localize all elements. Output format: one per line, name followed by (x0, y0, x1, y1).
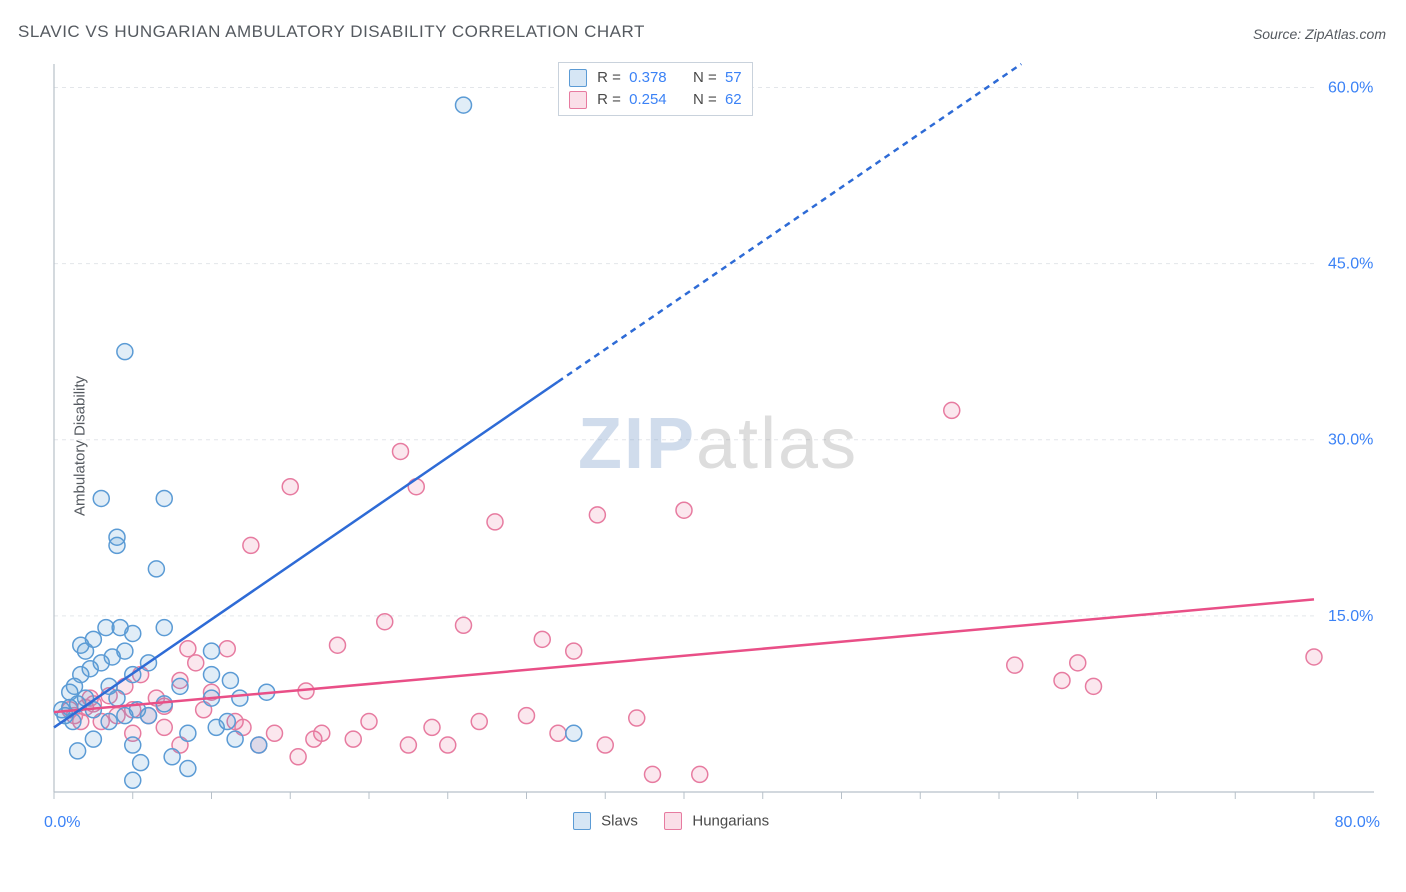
data-point-slavs (164, 749, 180, 765)
data-point-slavs (227, 731, 243, 747)
y-tick-label: 45.0% (1328, 256, 1373, 273)
data-point-hungarians (361, 714, 377, 730)
data-point-hungarians (330, 637, 346, 653)
data-point-slavs (148, 561, 164, 577)
data-point-hungarians (267, 725, 283, 741)
data-point-hungarians (188, 655, 204, 671)
series-legend: Slavs Hungarians (573, 812, 769, 830)
data-point-hungarians (400, 737, 416, 753)
legend-swatch-hungarians (664, 812, 682, 830)
data-point-slavs (204, 667, 220, 683)
data-point-slavs (222, 672, 238, 688)
stats-row-slavs: R = 0.378 N = 57 (569, 67, 742, 89)
chart-title: SLAVIC VS HUNGARIAN AMBULATORY DISABILIT… (18, 22, 645, 42)
trendline-slavs (54, 382, 558, 728)
data-point-hungarians (243, 537, 259, 553)
data-point-slavs (85, 731, 101, 747)
data-point-hungarians (456, 617, 472, 633)
data-point-slavs (101, 714, 117, 730)
data-point-hungarians (692, 766, 708, 782)
data-point-hungarians (282, 479, 298, 495)
stat-r-label: R = (597, 69, 621, 86)
data-point-slavs (180, 725, 196, 741)
data-point-hungarians (645, 766, 661, 782)
data-point-hungarians (290, 749, 306, 765)
data-point-hungarians (519, 708, 535, 724)
y-tick-label: 30.0% (1328, 432, 1373, 449)
data-point-hungarians (440, 737, 456, 753)
data-point-slavs (180, 761, 196, 777)
data-point-slavs (141, 708, 157, 724)
data-point-hungarians (676, 502, 692, 518)
stat-r-value-hungarians: 0.254 (629, 91, 667, 108)
data-point-hungarians (1306, 649, 1322, 665)
data-point-hungarians (589, 507, 605, 523)
y-tick-label: 60.0% (1328, 79, 1373, 96)
x-axis-min-label: 0.0% (44, 814, 80, 832)
legend-label-slavs: Slavs (601, 813, 638, 830)
data-point-slavs (70, 743, 86, 759)
source-name: ZipAtlas.com (1305, 26, 1386, 42)
legend-label-hungarians: Hungarians (692, 813, 769, 830)
data-point-slavs (156, 620, 172, 636)
trendline-hungarians (54, 599, 1314, 712)
data-point-hungarians (1007, 657, 1023, 673)
data-point-hungarians (487, 514, 503, 530)
data-point-slavs (93, 490, 109, 506)
legend-swatch-hungarians (569, 91, 587, 109)
data-point-slavs (456, 97, 472, 113)
x-axis-max-label: 80.0% (1335, 814, 1380, 832)
stat-n-label: N = (693, 69, 717, 86)
data-point-hungarians (1086, 678, 1102, 694)
y-tick-label: 15.0% (1328, 608, 1373, 625)
stat-n-value-slavs: 57 (725, 69, 742, 86)
data-point-hungarians (566, 643, 582, 659)
data-point-slavs (109, 690, 125, 706)
data-point-hungarians (597, 737, 613, 753)
stats-row-hungarians: R = 0.254 N = 62 (569, 89, 742, 111)
legend-swatch-slavs (573, 812, 591, 830)
stat-n-label: N = (693, 91, 717, 108)
data-point-slavs (117, 643, 133, 659)
data-point-hungarians (629, 710, 645, 726)
data-point-slavs (204, 643, 220, 659)
data-point-hungarians (1054, 672, 1070, 688)
data-point-hungarians (180, 641, 196, 657)
stat-r-value-slavs: 0.378 (629, 69, 667, 86)
data-point-slavs (172, 678, 188, 694)
data-point-hungarians (944, 402, 960, 418)
data-point-slavs (125, 737, 141, 753)
data-point-hungarians (1070, 655, 1086, 671)
stat-n-value-hungarians: 62 (725, 91, 742, 108)
data-point-slavs (219, 714, 235, 730)
data-point-hungarians (393, 443, 409, 459)
data-point-slavs (156, 490, 172, 506)
data-point-hungarians (219, 641, 235, 657)
legend-swatch-slavs (569, 69, 587, 87)
data-point-hungarians (471, 714, 487, 730)
data-point-slavs (251, 737, 267, 753)
stats-legend-box: R = 0.378 N = 57 R = 0.254 N = 62 (558, 62, 753, 116)
scatter-chart-svg: 15.0% 30.0% 45.0% 60.0% (48, 58, 1386, 828)
data-point-slavs (117, 344, 133, 360)
data-point-slavs (125, 625, 141, 641)
data-point-slavs (125, 772, 141, 788)
stat-r-label: R = (597, 91, 621, 108)
data-point-hungarians (424, 719, 440, 735)
data-point-hungarians (345, 731, 361, 747)
data-point-hungarians (377, 614, 393, 630)
data-point-slavs (566, 725, 582, 741)
data-point-slavs (232, 690, 248, 706)
data-point-hungarians (550, 725, 566, 741)
data-point-hungarians (534, 631, 550, 647)
data-point-hungarians (314, 725, 330, 741)
source-prefix: Source: (1253, 26, 1305, 42)
chart-plot-area: 15.0%30.0%45.0%60.0% ZIPatlas R = 0.378 … (48, 58, 1386, 828)
data-point-slavs (109, 529, 125, 545)
data-point-hungarians (156, 719, 172, 735)
data-point-slavs (133, 755, 149, 771)
data-point-slavs (85, 631, 101, 647)
data-point-hungarians (408, 479, 424, 495)
source-attribution: Source: ZipAtlas.com (1253, 26, 1386, 42)
